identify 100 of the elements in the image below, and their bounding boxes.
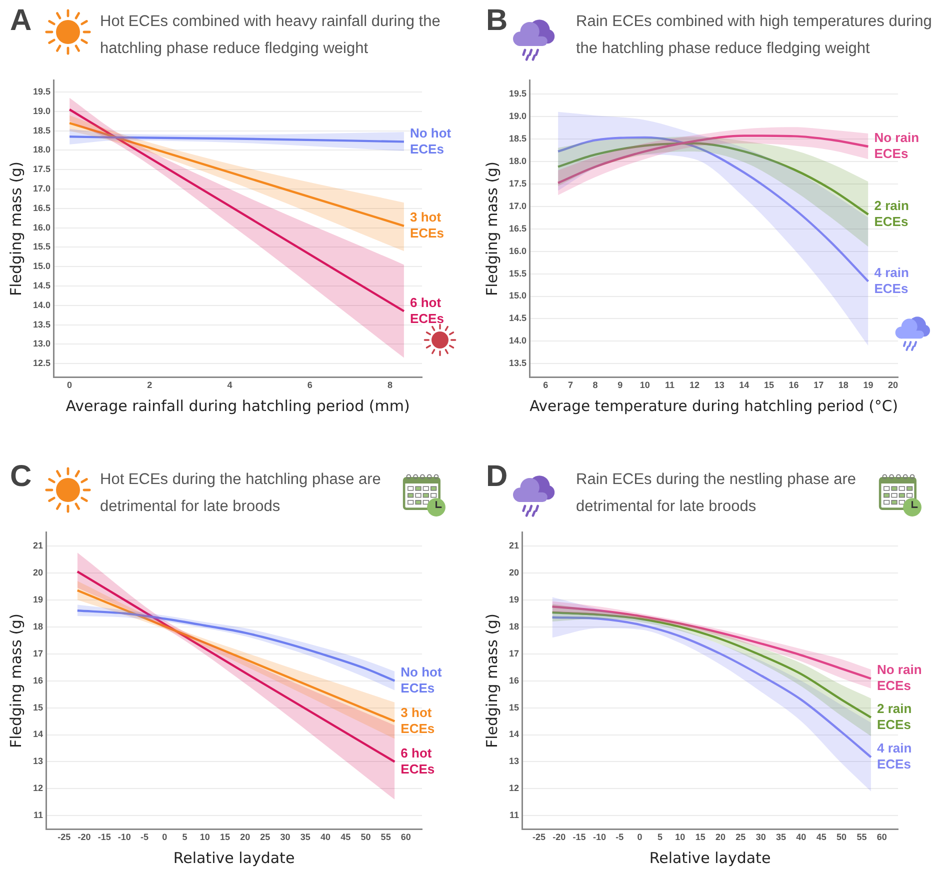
x-tick-label: 35 [300,832,310,842]
x-tick-label: 20 [715,832,726,842]
x-tick-label: 6 [543,380,548,390]
y-tick-label: 19.0 [32,106,51,116]
y-tick-label: 14.5 [32,280,51,291]
y-tick-label: 14.0 [508,336,527,346]
text: D [486,460,508,494]
text: A [10,4,32,38]
y-tick-label: 14 [508,729,520,740]
x-tick-label: 5 [182,832,188,842]
x-tick-label: 15 [764,380,774,390]
x-tick-label: -15 [98,832,111,842]
y-axis-title: Fledging mass (g) [482,162,501,296]
x-tick-label: 2 [147,380,152,390]
x-tick-label: 9 [618,380,623,390]
x-tick-label: 30 [756,832,766,842]
y-tick-label: 14.5 [508,313,527,324]
x-tick-label: 7 [568,380,573,390]
x-tick-label: 40 [796,832,806,842]
y-tick-label: 16.0 [508,246,527,256]
series-label: 4 rain ECEs [874,264,909,296]
x-tick-label: 0 [67,380,72,390]
x-tick-label: 45 [816,832,826,842]
x-tick-label: 35 [776,832,786,842]
y-tick-label: 13.5 [508,358,527,368]
y-tick-label: 17.5 [32,164,51,174]
line-series [556,136,870,283]
y-tick-label: 16.5 [32,202,51,213]
x-tick-label: 45 [340,832,351,842]
y-tick-label: 15 [32,702,44,712]
line-series [76,570,396,763]
x-tick-label: 10 [640,380,650,390]
y-tick-label: 20 [32,567,44,578]
y-tick-label: 11 [33,810,44,820]
x-tick-label: 16 [788,380,799,390]
x-tick-label: -10 [592,832,606,842]
y-axis-title: Fledging mass (g) [6,162,25,296]
y-tick-label: 15.0 [508,290,527,301]
x-tick-label: 60 [876,832,887,842]
x-tick-label: 10 [200,832,210,842]
y-tick-label: 14 [32,729,44,740]
y-tick-label: 18.0 [508,156,527,166]
y-tick-label: 18 [508,621,520,632]
y-tick-label: 17.5 [508,178,527,188]
x-axis-title: Relative laydate [649,848,771,867]
y-tick-label: 16.5 [508,223,527,234]
y-tick-label: 12.5 [32,358,51,368]
line-series [556,142,870,216]
x-tick-label: 19 [863,380,874,390]
series-label: No rain ECEs [876,662,922,694]
series-label: 3 hot ECEs [400,704,435,736]
y-tick-label: 12 [508,783,520,794]
x-tick-label: 13 [714,380,724,390]
chart-title: Hot ECEs during the hatchling phase are detrimental for late broods [100,470,382,517]
chart-title: Hot ECEs combined with heavy rainfall during the hatchling phase reduce fledging weight [100,12,442,59]
x-axis-title: Relative laydate [173,848,295,867]
y-tick-label: 15.5 [508,268,527,278]
y-tick-label: 15.0 [32,261,51,272]
x-tick-label: 60 [400,832,411,842]
chart-title: Rain ECEs combined with high temperatures during the hatchling phase reduce fledging weight [576,12,933,59]
series-label: No hot ECEs [400,664,442,696]
x-tick-label: 10 [675,832,686,842]
y-tick-label: 16 [32,675,44,686]
y-tick-label: 18.5 [32,125,51,136]
series-label: No hot ECEs [410,125,452,156]
x-tick-label: -20 [78,832,91,842]
series-label: 4 rain ECEs [876,740,912,772]
x-tick-label: 0 [162,832,168,842]
x-tick-label: 11 [664,380,674,390]
series-label: No rain ECEs [874,130,920,162]
x-tick-label: 18 [838,380,848,390]
y-tick-label: 19 [508,594,520,604]
x-axis-title: Average temperature during hatchling period (°C) [530,396,898,415]
y-tick-label: 13.0 [32,338,51,349]
x-tick-label: 17 [814,380,824,390]
x-tick-label: 4 [227,380,232,390]
line-series [551,616,872,758]
y-tick-label: 21 [32,540,44,550]
y-axis-title: Fledging mass (g) [482,614,501,748]
x-tick-label: 30 [280,832,290,842]
y-tick-label: 18.0 [32,144,51,155]
line-series [76,589,396,722]
x-tick-label: -5 [140,832,149,842]
x-tick-label: 12 [690,380,700,390]
line-series [556,134,870,184]
x-tick-label: 20 [240,832,250,842]
y-tick-label: 19.5 [508,88,527,98]
series-label: 3 hot ECEs [410,209,444,240]
text: C [10,460,32,494]
line-series [68,122,406,227]
x-tick-label: 50 [836,832,847,842]
x-tick-label: -25 [532,832,546,842]
line-series [551,606,872,680]
x-tick-label: 40 [320,832,330,842]
y-tick-label: 17 [508,648,520,658]
x-tick-label: -25 [58,832,71,842]
y-axis-title: Fledging mass (g) [6,614,25,748]
x-tick-label: 50 [360,832,371,842]
y-tick-label: 12 [32,783,44,794]
y-tick-label: 20 [508,567,520,578]
